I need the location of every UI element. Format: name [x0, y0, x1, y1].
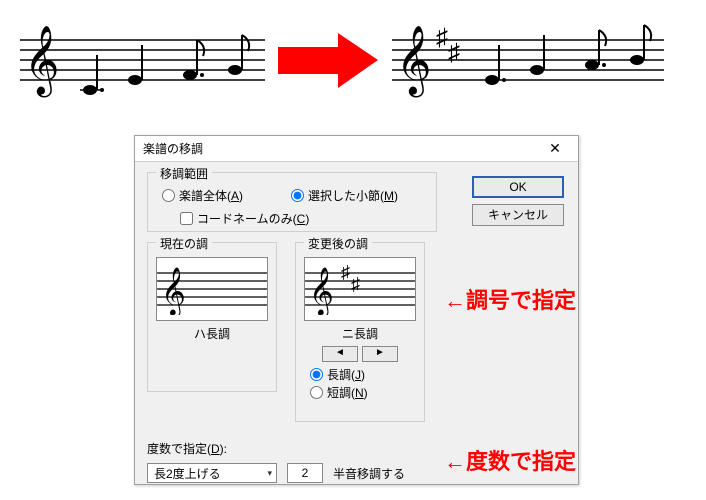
check-chord-only-input[interactable]	[180, 212, 193, 225]
current-key-staff: 𝄞	[156, 257, 268, 321]
svg-text:𝄞: 𝄞	[396, 26, 431, 97]
staff-after: 𝄞 ♯ ♯	[392, 20, 664, 103]
current-key-group: 現在の調 𝄞 ハ長調	[147, 242, 277, 392]
radio-minor-input[interactable]	[310, 386, 323, 399]
degree-select[interactable]: 長2度上げる ▾	[147, 463, 277, 483]
annotation-degree: ←度数で指定	[444, 444, 576, 476]
radio-all-score[interactable]: 楽譜全体(A)	[162, 187, 243, 204]
target-key-group: 変更後の調 𝄞 ♯ ♯ ニ長調 ◄	[295, 242, 425, 422]
radio-selected-input[interactable]	[291, 189, 304, 202]
target-key-staff: 𝄞 ♯ ♯	[304, 257, 416, 321]
arrow-icon	[278, 33, 378, 91]
chevron-down-icon: ▾	[267, 468, 272, 479]
dialog-title: 楽譜の移調	[143, 140, 203, 157]
key-scroll-right[interactable]: ►	[362, 346, 398, 362]
range-legend: 移調範囲	[156, 165, 212, 182]
annotation-key: ←調号で指定	[444, 283, 576, 315]
titlebar: 楽譜の移調 ✕	[135, 136, 578, 162]
semitone-input[interactable]	[287, 463, 323, 483]
svg-text:♯: ♯	[351, 274, 360, 294]
radio-all-score-input[interactable]	[162, 189, 175, 202]
radio-minor[interactable]: 短調(N)	[310, 384, 368, 401]
transpose-demo: 𝄞 𝄞 ♯ ♯	[20, 20, 686, 103]
radio-major-input[interactable]	[310, 368, 323, 381]
current-key-legend: 現在の調	[156, 235, 212, 252]
radio-major[interactable]: 長調(J)	[310, 366, 365, 383]
degree-select-value: 長2度上げる	[154, 465, 221, 482]
svg-text:♯: ♯	[448, 40, 460, 66]
staff-before: 𝄞	[20, 20, 265, 103]
svg-text:𝄞: 𝄞	[309, 267, 334, 315]
close-icon[interactable]: ✕	[540, 139, 570, 159]
svg-text:♯: ♯	[436, 25, 448, 51]
semitone-label: 半音移調する	[333, 465, 405, 482]
radio-selected-measures[interactable]: 選択した小節(M)	[291, 187, 398, 204]
check-chord-only[interactable]: コードネームのみ(C)	[180, 210, 309, 227]
svg-text:𝄞: 𝄞	[161, 267, 186, 315]
target-key-name: ニ長調	[304, 325, 416, 342]
svg-text:♯: ♯	[341, 263, 350, 282]
key-scroll-left[interactable]: ◄	[322, 346, 358, 362]
range-group: 移調範囲 楽譜全体(A) 選択した小節(M) コードネームのみ(C)	[147, 172, 437, 232]
svg-text:𝄞: 𝄞	[24, 26, 59, 97]
target-key-legend: 変更後の調	[304, 235, 372, 252]
current-key-name: ハ長調	[156, 325, 268, 342]
